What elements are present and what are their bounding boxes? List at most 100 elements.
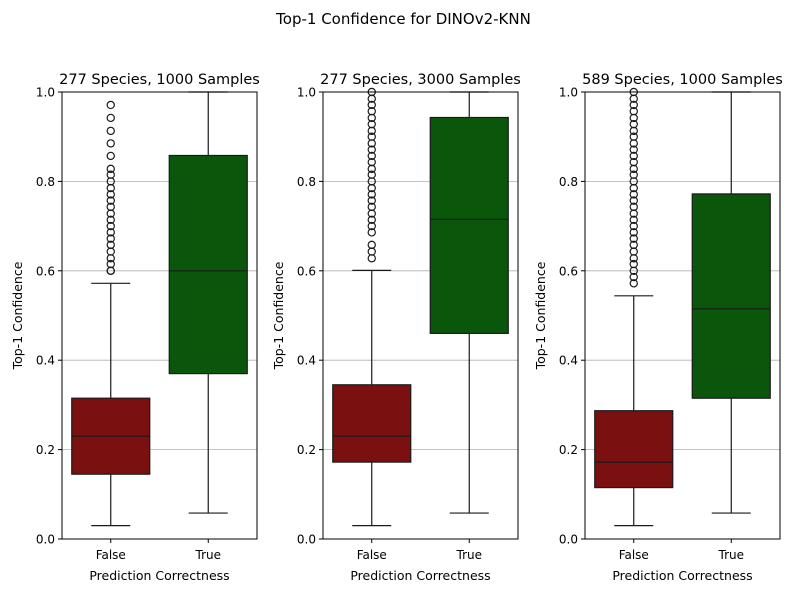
subplot-title: 589 Species, 1000 Samples bbox=[582, 72, 783, 88]
outlier-point bbox=[367, 170, 376, 179]
outlier-point bbox=[367, 151, 376, 161]
outlier-point bbox=[106, 126, 115, 136]
outlier-point bbox=[629, 132, 638, 141]
outlier-point bbox=[367, 132, 376, 141]
outlier-point bbox=[106, 259, 115, 269]
y-axis-label: Top-1 Confidence bbox=[10, 261, 25, 370]
y-tick-label: 0.2 bbox=[297, 443, 316, 457]
box-false bbox=[71, 100, 151, 527]
x-tick-label: True bbox=[718, 548, 745, 562]
iqr-box bbox=[332, 384, 412, 463]
x-tick-label: False bbox=[619, 548, 649, 562]
outlier-point bbox=[629, 100, 638, 110]
outlier-point bbox=[629, 145, 638, 154]
outlier-point bbox=[367, 221, 376, 231]
y-tick-label: 0.6 bbox=[559, 264, 578, 278]
outlier-point bbox=[106, 240, 115, 250]
outlier-point bbox=[629, 202, 638, 212]
subplot-title: 277 Species, 1000 Samples bbox=[59, 72, 260, 88]
box-true bbox=[429, 91, 509, 514]
y-tick-label: 1.0 bbox=[36, 86, 55, 100]
subplot-title: 277 Species, 3000 Samples bbox=[320, 72, 521, 88]
y-tick-label: 0.2 bbox=[36, 443, 55, 457]
x-tick-label: True bbox=[456, 548, 483, 562]
y-tick-label: 0.6 bbox=[36, 264, 55, 278]
subplots: 0.0 0.2 0.4 0.6 0.8 1.0 False True 277 Species, … bbox=[10, 72, 783, 583]
box-true bbox=[168, 91, 248, 514]
outlier-point bbox=[629, 272, 638, 282]
outlier-point bbox=[106, 202, 115, 212]
outlier-point bbox=[367, 240, 376, 250]
outlier-point bbox=[629, 107, 638, 116]
axes-frame bbox=[584, 91, 781, 540]
outlier-point bbox=[106, 190, 115, 199]
outlier-point bbox=[367, 202, 376, 212]
subplot-2: 0.0 0.2 0.4 0.6 0.8 1.0 False True 277 Species, … bbox=[271, 72, 521, 583]
outlier-point bbox=[629, 119, 638, 129]
y-tick-label: 0.8 bbox=[297, 175, 316, 189]
y-tick-label: 0.8 bbox=[559, 175, 578, 189]
outlier-point bbox=[629, 151, 638, 161]
y-tick-label: 0.6 bbox=[297, 264, 316, 278]
x-axis-label: Prediction Correctness bbox=[350, 568, 490, 583]
outlier-point bbox=[629, 221, 638, 231]
outlier-point bbox=[629, 190, 638, 199]
outlier-point bbox=[367, 196, 376, 205]
outlier-point bbox=[629, 228, 638, 237]
x-tick-label: True bbox=[195, 548, 222, 562]
y-tick-label: 0.4 bbox=[559, 354, 578, 368]
outlier-point bbox=[367, 107, 376, 116]
outlier-point bbox=[106, 100, 115, 110]
outlier-point bbox=[629, 215, 638, 225]
outlier-point bbox=[106, 164, 115, 174]
x-tick-label: False bbox=[357, 548, 387, 562]
figure-title: Top-1 Confidence for DINOv2-KNN bbox=[275, 10, 531, 28]
iqr-box bbox=[594, 410, 674, 489]
outlier-point bbox=[106, 170, 115, 179]
outlier-point bbox=[367, 228, 376, 237]
outlier-point bbox=[367, 145, 376, 154]
iqr-box bbox=[168, 154, 248, 375]
outlier-point bbox=[106, 215, 115, 225]
x-axis-label: Prediction Correctness bbox=[612, 568, 752, 583]
y-tick-label: 1.0 bbox=[297, 86, 316, 100]
iqr-box bbox=[429, 116, 509, 334]
outlier-point bbox=[367, 190, 376, 199]
outlier-point bbox=[106, 139, 115, 148]
outlier-point bbox=[629, 279, 638, 288]
x-axis-label: Prediction Correctness bbox=[89, 568, 229, 583]
box-false bbox=[594, 87, 674, 527]
outlier-point bbox=[367, 119, 376, 129]
box-false bbox=[332, 87, 412, 527]
outlier-point bbox=[367, 100, 376, 110]
outlier-point bbox=[629, 240, 638, 250]
y-tick-label: 0.0 bbox=[559, 533, 578, 547]
y-tick-label: 0.4 bbox=[297, 354, 316, 368]
outlier-point bbox=[106, 228, 115, 237]
y-tick-label: 0.4 bbox=[36, 354, 55, 368]
y-tick-label: 0.0 bbox=[36, 533, 55, 547]
subplot-1: 0.0 0.2 0.4 0.6 0.8 1.0 False True 277 Species, … bbox=[10, 72, 260, 583]
outlier-point bbox=[106, 113, 115, 123]
y-tick-label: 0.8 bbox=[36, 175, 55, 189]
y-tick-label: 0.0 bbox=[297, 533, 316, 547]
axes-frame bbox=[322, 91, 519, 540]
outlier-point bbox=[629, 170, 638, 179]
x-tick-label: False bbox=[96, 548, 126, 562]
y-tick-label: 0.2 bbox=[559, 443, 578, 457]
outlier-point bbox=[629, 196, 638, 205]
y-axis-label: Top-1 Confidence bbox=[271, 261, 286, 370]
outlier-point bbox=[629, 259, 638, 269]
outlier-point bbox=[106, 151, 115, 161]
outlier-point bbox=[106, 196, 115, 205]
axes-frame bbox=[61, 91, 258, 540]
outlier-point bbox=[106, 221, 115, 231]
outlier-point bbox=[629, 157, 638, 167]
outlier-point bbox=[367, 215, 376, 225]
y-tick-label: 1.0 bbox=[559, 86, 578, 100]
iqr-box bbox=[691, 193, 771, 399]
y-axis-label: Top-1 Confidence bbox=[533, 261, 548, 370]
subplot-3: 0.0 0.2 0.4 0.6 0.8 1.0 False True 589 Species, … bbox=[533, 72, 783, 583]
outlier-point bbox=[106, 234, 115, 243]
